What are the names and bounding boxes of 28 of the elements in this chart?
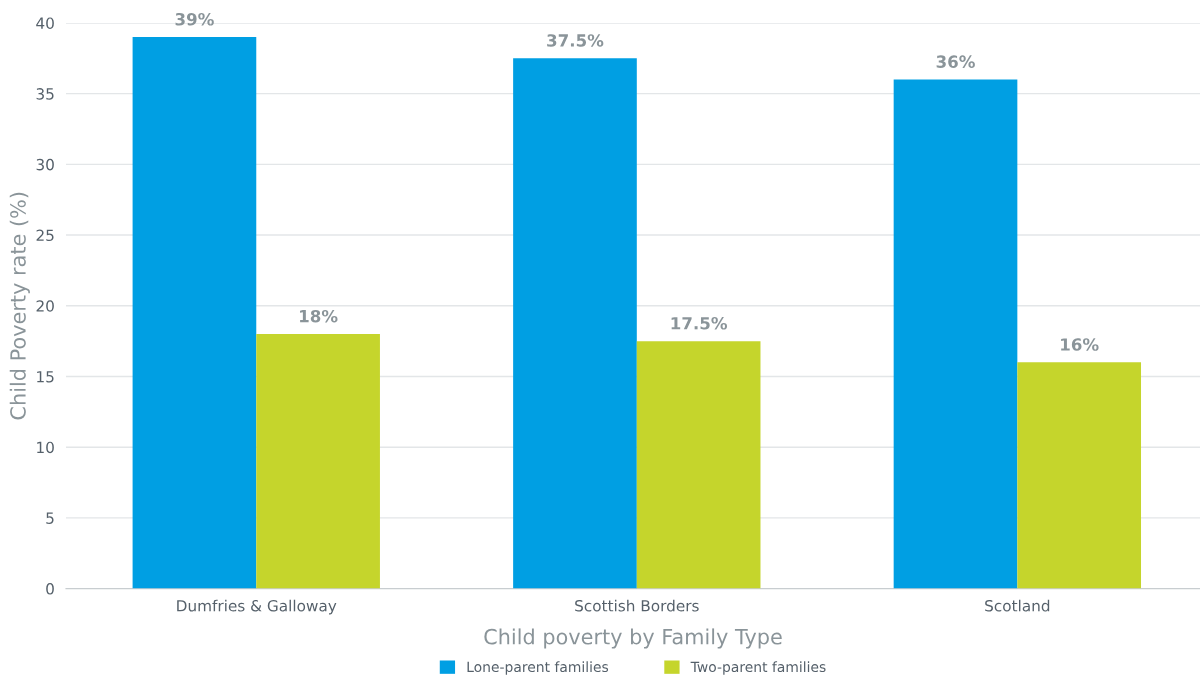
bar <box>256 334 380 589</box>
x-axis-title: Child poverty by Family Type <box>484 628 782 649</box>
x-tick-label: Scotland <box>985 599 1050 612</box>
data-label: 36% <box>936 55 975 68</box>
bar <box>1017 362 1142 589</box>
bar <box>893 79 1018 589</box>
y-tick-label: 35 <box>36 88 54 100</box>
data-label: 37.5% <box>547 34 604 47</box>
x-tick-label: Dumfries & Galloway <box>177 599 337 615</box>
y-tick-label: 5 <box>46 512 54 524</box>
data-label: 16% <box>1061 338 1099 351</box>
y-tick-label: 10 <box>37 441 54 454</box>
data-label: 17.5% <box>671 316 728 330</box>
y-tick-label: 15 <box>37 371 54 383</box>
bar <box>132 37 257 589</box>
y-axis-title: Child Poverty rate (%) <box>9 192 30 420</box>
y-tick-label: 30 <box>36 158 54 171</box>
bar <box>636 341 761 589</box>
data-label: 18% <box>300 309 338 323</box>
data-label: 39% <box>175 12 214 26</box>
y-tick-label: 20 <box>36 300 54 312</box>
y-tick-label: 40 <box>36 17 54 29</box>
legend-label: Two-parent families <box>690 661 826 675</box>
y-tick-label: 0 <box>46 583 54 595</box>
y-tick-label: 25 <box>36 229 54 242</box>
bar <box>513 58 637 589</box>
legend-label: Lone-parent families <box>467 661 609 675</box>
x-tick-label: Scottish Borders <box>575 599 699 612</box>
